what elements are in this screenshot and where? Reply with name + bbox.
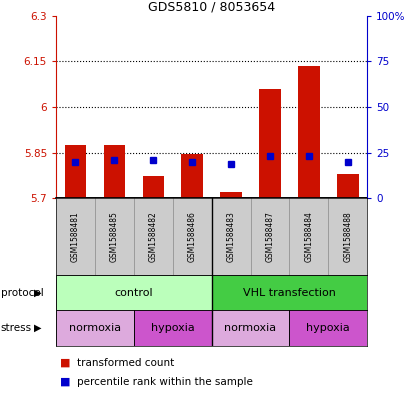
Text: GSM1588484: GSM1588484	[305, 211, 313, 262]
Text: VHL transfection: VHL transfection	[243, 288, 336, 298]
Bar	[298, 66, 320, 198]
Text: GSM1588486: GSM1588486	[188, 211, 197, 262]
Text: ■: ■	[60, 358, 71, 368]
Bar	[56, 310, 134, 346]
Text: ■: ■	[60, 377, 71, 387]
Bar	[212, 310, 289, 346]
Bar	[65, 145, 86, 198]
Text: protocol: protocol	[1, 288, 44, 298]
Bar	[143, 176, 164, 198]
Text: percentile rank within the sample: percentile rank within the sample	[77, 377, 253, 387]
Title: GDS5810 / 8053654: GDS5810 / 8053654	[148, 0, 275, 13]
Text: control: control	[115, 288, 153, 298]
Text: GSM1588485: GSM1588485	[110, 211, 119, 262]
Text: hypoxia: hypoxia	[307, 323, 350, 333]
Text: GSM1588488: GSM1588488	[343, 211, 352, 262]
Text: hypoxia: hypoxia	[151, 323, 195, 333]
Bar	[259, 89, 281, 198]
Bar	[104, 145, 125, 198]
Bar	[212, 275, 367, 310]
Text: ▶: ▶	[34, 323, 42, 333]
Bar	[134, 310, 212, 346]
Bar	[181, 154, 203, 198]
Text: GSM1588482: GSM1588482	[149, 211, 158, 262]
Text: GSM1588483: GSM1588483	[227, 211, 236, 262]
Bar	[337, 174, 359, 198]
Text: stress: stress	[1, 323, 32, 333]
Text: ▶: ▶	[34, 288, 42, 298]
Text: GSM1588487: GSM1588487	[266, 211, 274, 262]
Text: normoxia: normoxia	[69, 323, 121, 333]
Bar	[220, 193, 242, 198]
Bar	[56, 275, 212, 310]
Bar	[289, 310, 367, 346]
Text: GSM1588481: GSM1588481	[71, 211, 80, 262]
Text: transformed count: transformed count	[77, 358, 174, 368]
Text: normoxia: normoxia	[225, 323, 277, 333]
